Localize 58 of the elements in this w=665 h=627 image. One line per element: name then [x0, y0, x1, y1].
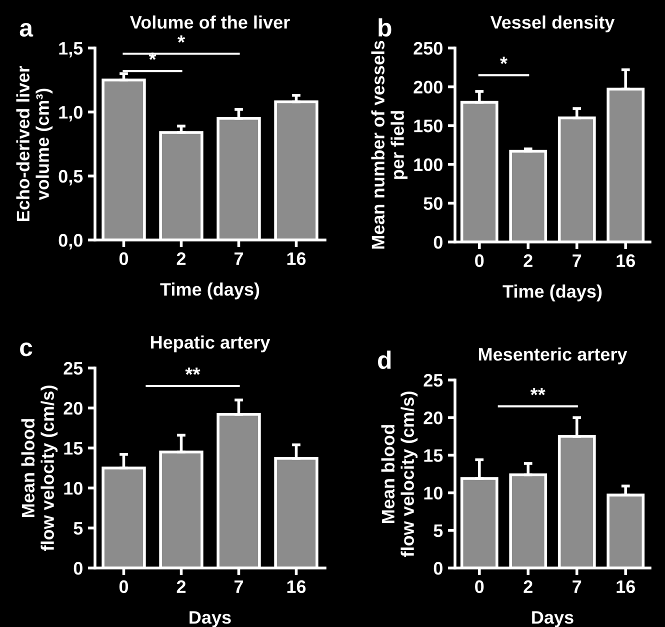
x-tick-label: 7: [234, 252, 243, 265]
y-tick-label: 20: [424, 412, 442, 424]
x-tick-label: 7: [572, 254, 582, 267]
chart-title: Volume of the liver: [130, 15, 290, 29]
x-tick-label: 2: [524, 580, 532, 593]
x-tick-label: 0: [475, 254, 484, 268]
x-tick-label: 2: [176, 252, 186, 265]
annotation: **: [185, 368, 200, 375]
y-tick-label: 200: [414, 80, 442, 94]
y-tick-label: 15: [424, 449, 443, 462]
x-axis-title: Days: [532, 611, 574, 627]
x-tick-label: 0: [475, 580, 484, 594]
y-tick-label: 0: [74, 562, 82, 575]
chart-title: Vessel density: [490, 15, 615, 32]
x-tick-label: 0: [119, 580, 128, 594]
x-tick-label: 16: [287, 252, 306, 266]
x-tick-label: 16: [616, 254, 636, 268]
y-axis-title: Mean blood flow velocity (cm/s): [21, 386, 58, 551]
text: a: [20, 23, 34, 37]
x-tick-label: 2: [524, 254, 532, 267]
y-tick-label: 250: [414, 42, 442, 55]
x-tick-label: 7: [234, 580, 243, 593]
annotation: **: [530, 388, 546, 396]
y-axis-title: Mean blood flow velocity (cm/s): [381, 392, 418, 557]
y-tick-label: 25: [64, 362, 83, 375]
y-tick-label: 10: [424, 486, 442, 500]
y-tick-label: 15: [64, 442, 83, 455]
y-axis-title: Echo-derived liver volume (cm³): [16, 66, 53, 222]
y-tick-label: 20: [64, 402, 82, 415]
annotation: *: [500, 56, 508, 64]
text: *: [178, 35, 186, 43]
y-tick-label: 150: [414, 120, 442, 132]
x-axis-title: Time (days): [160, 282, 260, 300]
y-tick-label: 0,5: [58, 170, 83, 186]
text: c: [20, 342, 32, 356]
chart-title: Mesenteric artery: [478, 347, 628, 364]
y-tick-label: 100: [414, 158, 442, 172]
text: b: [378, 18, 392, 37]
x-axis-title: Days: [190, 611, 231, 627]
x-axis-title: Time (days): [502, 284, 602, 302]
chart-title: Hepatic artery: [150, 335, 270, 352]
y-tick-label: 50: [424, 197, 442, 210]
y-tick-label: 0: [434, 236, 442, 249]
y-tick-label: 0,0: [58, 234, 82, 250]
y-tick-label: 1,0: [59, 106, 82, 122]
y-tick-label: 5: [434, 524, 443, 538]
y-tick-label: 25: [424, 374, 443, 387]
x-tick-label: 7: [572, 580, 582, 593]
y-tick-label: 1,5: [59, 42, 83, 58]
y-tick-label: 0: [434, 562, 442, 575]
y-axis-title: Mean number of vessels per field: [371, 40, 408, 249]
x-tick-label: 16: [287, 580, 306, 594]
y-tick-label: 5: [74, 522, 83, 535]
x-tick-label: 2: [176, 580, 186, 593]
y-tick-label: 10: [64, 482, 82, 495]
text: d: [378, 350, 391, 369]
x-tick-label: 16: [616, 580, 636, 594]
x-tick-label: 0: [119, 252, 128, 266]
